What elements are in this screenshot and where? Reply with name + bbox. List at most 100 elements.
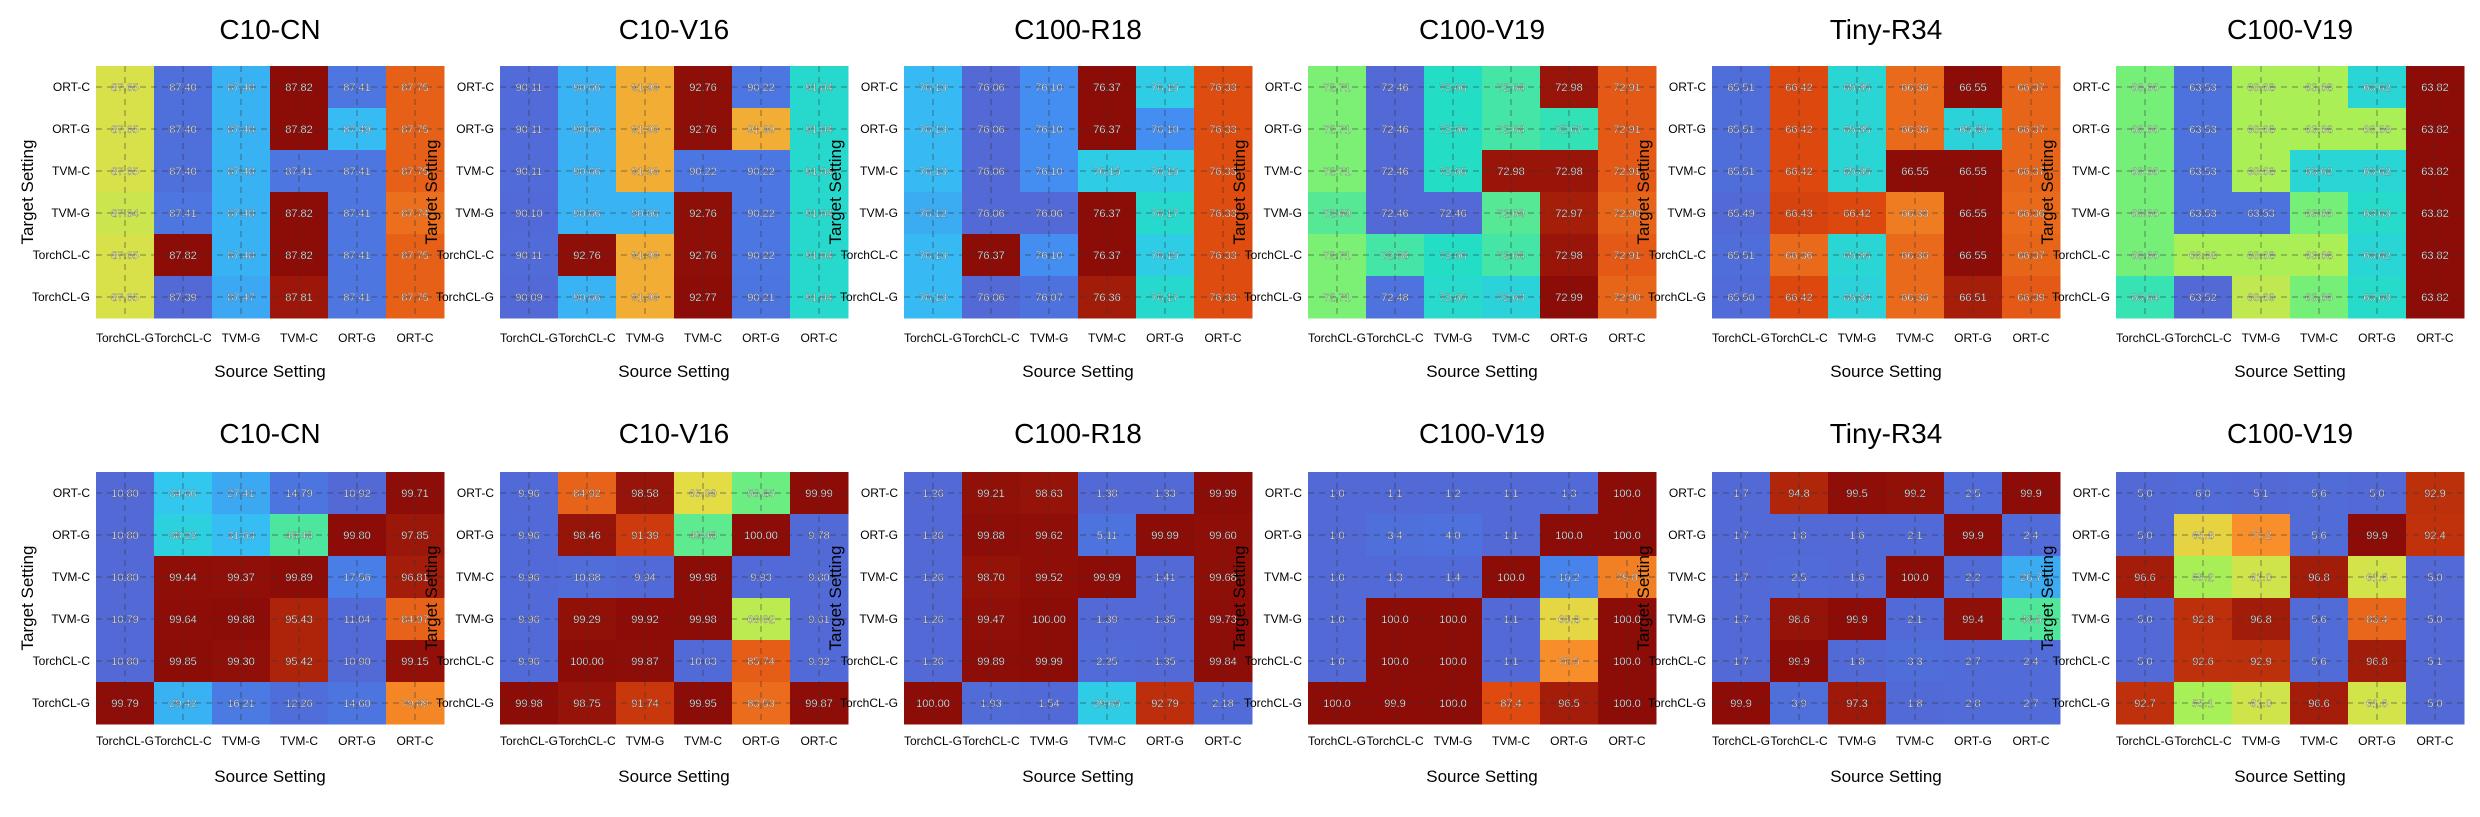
- x-axis-label: Source Setting: [1830, 362, 1942, 381]
- y-tick-label: TorchCL-G: [32, 290, 90, 304]
- y-tick-label: TorchCL-G: [2052, 290, 2110, 304]
- y-tick-label: TVM-G: [1667, 612, 1706, 626]
- cell-value-label: 96.6: [2134, 572, 2155, 584]
- x-tick-label: TorchCL-C: [154, 331, 212, 345]
- x-tick-label: TorchCL-G: [500, 734, 558, 748]
- cell-value-label: 63.68: [2247, 124, 2275, 136]
- y-tick-label: ORT-G: [860, 122, 898, 136]
- cell-value-label: 9.93: [750, 572, 771, 584]
- cell-value-label: 9.96: [518, 572, 539, 584]
- x-tick-label: TVM-C: [280, 331, 318, 345]
- cell-value-label: 9.78: [808, 530, 829, 542]
- cell-value-label: 90.11: [516, 166, 543, 178]
- x-tick-label: ORT-G: [742, 734, 780, 748]
- x-tick-label: TVM-C: [1492, 331, 1530, 345]
- y-tick-label: TorchCL-G: [840, 290, 898, 304]
- x-tick-label: TorchCL-C: [1770, 734, 1828, 748]
- x-tick-label: ORT-C: [1608, 331, 1645, 345]
- cell-value-label: 99.62: [1035, 530, 1063, 542]
- y-tick-label: TorchCL-C: [437, 654, 495, 668]
- x-tick-label: TVM-C: [1896, 331, 1934, 345]
- cell-value-label: 72.67: [1555, 124, 1583, 136]
- y-tick-label: TorchCL-C: [2053, 248, 2111, 262]
- cell-value-label: 100.00: [744, 530, 778, 542]
- x-tick-label: TorchCL-C: [558, 331, 616, 345]
- x-axis-label: Source Setting: [2234, 767, 2346, 786]
- y-tick-label: TorchCL-G: [1648, 696, 1706, 710]
- cell-value-label: 90.66: [573, 166, 601, 178]
- cell-value-label: 10.88: [573, 572, 601, 584]
- cell-value-label: 63.82: [2421, 166, 2449, 178]
- y-tick-label: TVM-G: [1667, 206, 1706, 220]
- cell-value-label: 98.70: [977, 572, 1005, 584]
- cell-value-label: 9.94: [634, 572, 655, 584]
- cell-value-label: 1.7: [1733, 572, 1748, 584]
- cell-value-label: 65.83: [1959, 124, 1987, 136]
- x-tick-label: TorchCL-G: [904, 734, 962, 748]
- y-axis-label: Target Setting: [18, 546, 37, 651]
- cell-value-label: 63.62: [2305, 166, 2333, 178]
- cell-value-label: 65.8: [2192, 530, 2213, 542]
- x-axis-label: Source Setting: [214, 362, 326, 381]
- y-tick-label: ORT-C: [53, 80, 90, 94]
- chart-title: C100-R18: [1014, 418, 1142, 449]
- cell-value-label: 66.42: [1785, 124, 1813, 136]
- chart-title: C10-CN: [219, 14, 320, 45]
- y-tick-label: TorchCL-C: [1245, 248, 1303, 262]
- cell-value-label: 63.62: [2363, 166, 2391, 178]
- y-tick-label: TVM-C: [1264, 570, 1302, 584]
- y-axis-label: Target Setting: [1634, 140, 1653, 245]
- heatmap-panel: C10-V16 90.11 90.66 91.99 92.76 90.22 91.04 90.…: [422, 14, 849, 381]
- x-tick-label: TorchCL-G: [2116, 331, 2174, 345]
- cell-value-label: 63.68: [2363, 124, 2391, 136]
- cell-value-label: 72.71: [1323, 166, 1351, 178]
- x-axis-label: Source Setting: [2234, 362, 2346, 381]
- cell-value-label: 87.40: [169, 124, 197, 136]
- x-tick-label: TVM-G: [2242, 331, 2281, 345]
- x-tick-label: TVM-G: [626, 734, 665, 748]
- y-tick-label: TVM-C: [456, 164, 494, 178]
- x-tick-label: TorchCL-G: [904, 331, 962, 345]
- chart-title: C10-V16: [619, 14, 730, 45]
- x-tick-label: TVM-C: [1088, 331, 1126, 345]
- chart-title: C100-V19: [2227, 14, 2353, 45]
- y-tick-label: TVM-C: [1668, 570, 1706, 584]
- cell-value-label: 5.11: [1097, 530, 1118, 542]
- cell-value-label: 72.71: [1323, 124, 1351, 136]
- cell-value-label: 1.7: [1733, 530, 1748, 542]
- cell-value-label: 2.2: [1965, 572, 1980, 584]
- y-tick-label: TorchCL-G: [436, 290, 494, 304]
- cell-value-label: 72.46: [1381, 166, 1409, 178]
- y-axis-label: Target Setting: [18, 140, 37, 245]
- cell-value-label: 72.98: [1555, 166, 1583, 178]
- heatmap-panel: C100-R18 76.13 76.06 76.10 76.37 76.15 76.33 76…: [826, 14, 1253, 381]
- cell-value-label: 91.04: [805, 166, 833, 178]
- cell-value-label: 76.15: [1151, 166, 1179, 178]
- cell-value-label: 5.6: [2311, 530, 2326, 542]
- y-tick-label: TorchCL-C: [1649, 248, 1707, 262]
- y-tick-label: TorchCL-G: [2052, 696, 2110, 710]
- heatmap-panel: C100-V19 72.71 72.46 72.66 72.68 72.98 72.91 72…: [1230, 14, 1657, 381]
- cell-value-label: 55.2: [2192, 572, 2213, 584]
- y-tick-label: TorchCL-G: [840, 696, 898, 710]
- cell-value-label: 1.4: [1445, 572, 1460, 584]
- cell-value-label: 76.13: [919, 124, 947, 136]
- y-tick-label: ORT-G: [2072, 122, 2110, 136]
- cell-value-label: 1.6: [1849, 572, 1864, 584]
- y-tick-label: TVM-G: [2071, 206, 2110, 220]
- x-tick-label: ORT-C: [2012, 331, 2049, 345]
- y-tick-label: TVM-G: [51, 612, 90, 626]
- cell-value-label: 99.52: [1035, 572, 1063, 584]
- cell-value-label: 99.99: [1093, 572, 1121, 584]
- x-tick-label: ORT-C: [2012, 734, 2049, 748]
- cell-value-label: 72.66: [1439, 124, 1467, 136]
- y-tick-label: ORT-G: [1668, 528, 1706, 542]
- cell-value-label: 1.8: [1791, 530, 1806, 542]
- x-tick-label: ORT-G: [742, 331, 780, 345]
- heatmap-panel: C100-V19 63.66 63.53 63.68 63.68 63.62 63.82 63…: [2038, 14, 2465, 381]
- y-tick-label: TVM-G: [1263, 612, 1302, 626]
